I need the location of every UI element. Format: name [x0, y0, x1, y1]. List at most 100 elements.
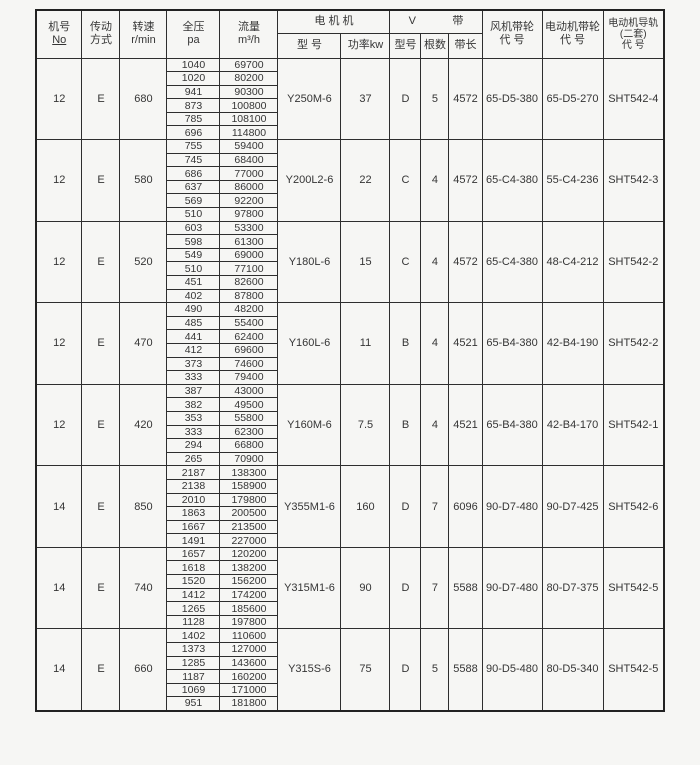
table-row: 12 E 420 387 43000 Y160M-6 7.5 B 4 4521 65-B4-380 4… [35, 383, 665, 467]
cell-machine-no: 12 [35, 57, 83, 141]
cell-pressure: 2138 [166, 478, 221, 494]
cell-machine-no: 12 [35, 139, 83, 222]
cell-fan-pulley-code: 90-D5-480 [481, 628, 543, 711]
table-row: 12 E 580 755 59400 Y200L2-6 22 C 4 4572 65-C4-380 5… [35, 139, 665, 222]
cell-pressure: 402 [166, 288, 221, 304]
cell-pressure: 785 [166, 111, 221, 127]
cell-fan-pulley-code: 90-D7-480 [481, 465, 543, 548]
cell-pressure: 387 [166, 383, 221, 399]
header-belt-count: 根数 [420, 32, 450, 59]
cell-flow: 143600 [219, 655, 279, 671]
cell-speed: 580 [119, 139, 168, 222]
table-row: 1520 156200 [36, 574, 664, 589]
cell-flow: 66800 [219, 438, 279, 453]
table-header: 机号 No 传动 方式 转速 r/min 全压 pa 流量 m³/h [35, 9, 665, 59]
cell-pressure: 569 [166, 193, 221, 209]
cell-pressure: 1128 [166, 614, 221, 630]
cell-pressure: 1265 [166, 601, 221, 616]
cell-belt-count: 7 [420, 546, 450, 630]
cell-pressure: 549 [166, 247, 221, 263]
cell-pressure: 1040 [166, 57, 221, 73]
table-row: 1265 185600 [36, 601, 664, 616]
cell-belt-length: 4521 [448, 302, 483, 385]
cell-flow: 92200 [219, 193, 279, 209]
cell-pressure: 1520 [166, 574, 221, 589]
cell-speed: 680 [119, 57, 168, 141]
cell-flow: 110600 [219, 628, 279, 644]
cell-flow: 158900 [219, 478, 279, 494]
table-row: 1020 80200 [36, 71, 664, 86]
table-row: 549 69000 [36, 247, 664, 263]
cell-belt-length: 4572 [448, 139, 483, 222]
cell-flow: 69600 [219, 342, 279, 358]
table-row: 333 62300 [36, 424, 664, 440]
header-pressure-line2: pa [187, 34, 200, 47]
cell-motor-pulley-code: 80-D5-340 [541, 628, 604, 711]
table-row: 1618 138200 [36, 560, 664, 576]
cell-pressure: 510 [166, 207, 221, 222]
cell-flow: 114800 [219, 125, 279, 141]
cell-motor-pulley-code: 48-C4-212 [541, 220, 604, 304]
cell-power: 11 [340, 302, 391, 385]
header-motor-pulley-line2: 代 号 [559, 34, 586, 47]
cell-pressure: 686 [166, 166, 221, 181]
cell-pressure: 1618 [166, 560, 221, 576]
cell-pressure: 412 [166, 342, 221, 358]
cell-flow: 61300 [219, 234, 279, 249]
cell-belt-length: 5588 [448, 546, 483, 630]
header-machine-no-line2: No [52, 34, 67, 47]
cell-belt-length: 4521 [448, 383, 483, 467]
cell-power: 160 [340, 465, 391, 548]
cell-motor-model: Y315M1-6 [277, 546, 342, 630]
cell-belt-model: D [389, 628, 422, 711]
table-row: 402 87800 [36, 288, 664, 304]
cell-power: 7.5 [340, 383, 391, 467]
cell-flow: 90300 [219, 84, 279, 100]
cell-speed: 660 [119, 628, 168, 711]
cell-flow: 48200 [219, 302, 279, 317]
cell-speed: 850 [119, 465, 168, 548]
cell-flow: 79400 [219, 370, 279, 385]
cell-pressure: 1491 [166, 533, 221, 548]
cell-pressure: 373 [166, 356, 221, 372]
header-speed: 转速 r/min [119, 9, 168, 59]
cell-belt-count: 5 [420, 628, 450, 711]
cell-fan-pulley-code: 65-B4-380 [481, 302, 543, 385]
cell-pressure: 1285 [166, 655, 221, 671]
cell-pressure: 603 [166, 220, 221, 236]
cell-power: 15 [340, 220, 391, 304]
cell-flow: 185600 [219, 601, 279, 616]
cell-pressure: 755 [166, 139, 221, 154]
cell-flow: 138200 [219, 560, 279, 576]
cell-flow: 49500 [219, 397, 279, 412]
cell-pressure: 696 [166, 125, 221, 141]
cell-flow: 179800 [219, 492, 279, 508]
cell-drive-mode: E [81, 546, 121, 630]
header-motor-group: 电 机 机 [277, 9, 391, 34]
cell-flow: 74600 [219, 356, 279, 372]
cell-drive-mode: E [81, 302, 121, 385]
header-motor-rail-line3: 代 号 [621, 39, 645, 51]
header-motor-power: 功率kw [340, 32, 391, 59]
cell-flow: 120200 [219, 546, 279, 562]
cell-motor-rail-code: SHT542-5 [602, 628, 665, 711]
cell-motor-model: Y250M-6 [277, 57, 342, 141]
cell-speed: 740 [119, 546, 168, 630]
cell-pressure: 951 [166, 696, 221, 711]
table-row: 696 114800 [36, 125, 664, 141]
cell-flow: 70900 [219, 451, 279, 467]
cell-motor-pulley-code: 55-C4-236 [541, 139, 604, 222]
header-belt-length: 带长 [448, 32, 483, 59]
cell-pressure: 510 [166, 261, 221, 276]
cell-pressure: 382 [166, 397, 221, 412]
table-row: 1187 160200 [36, 669, 664, 684]
cell-fan-pulley-code: 65-C4-380 [481, 220, 543, 304]
header-drive-line1: 传动 [89, 21, 112, 34]
cell-flow: 62400 [219, 329, 279, 344]
cell-pressure: 1187 [166, 669, 221, 684]
cell-motor-rail-code: SHT542-6 [602, 465, 665, 548]
cell-flow: 69000 [219, 247, 279, 263]
header-flow-line1: 流量 [237, 21, 260, 34]
cell-flow: 62300 [219, 424, 279, 440]
cell-belt-model: D [389, 465, 422, 548]
